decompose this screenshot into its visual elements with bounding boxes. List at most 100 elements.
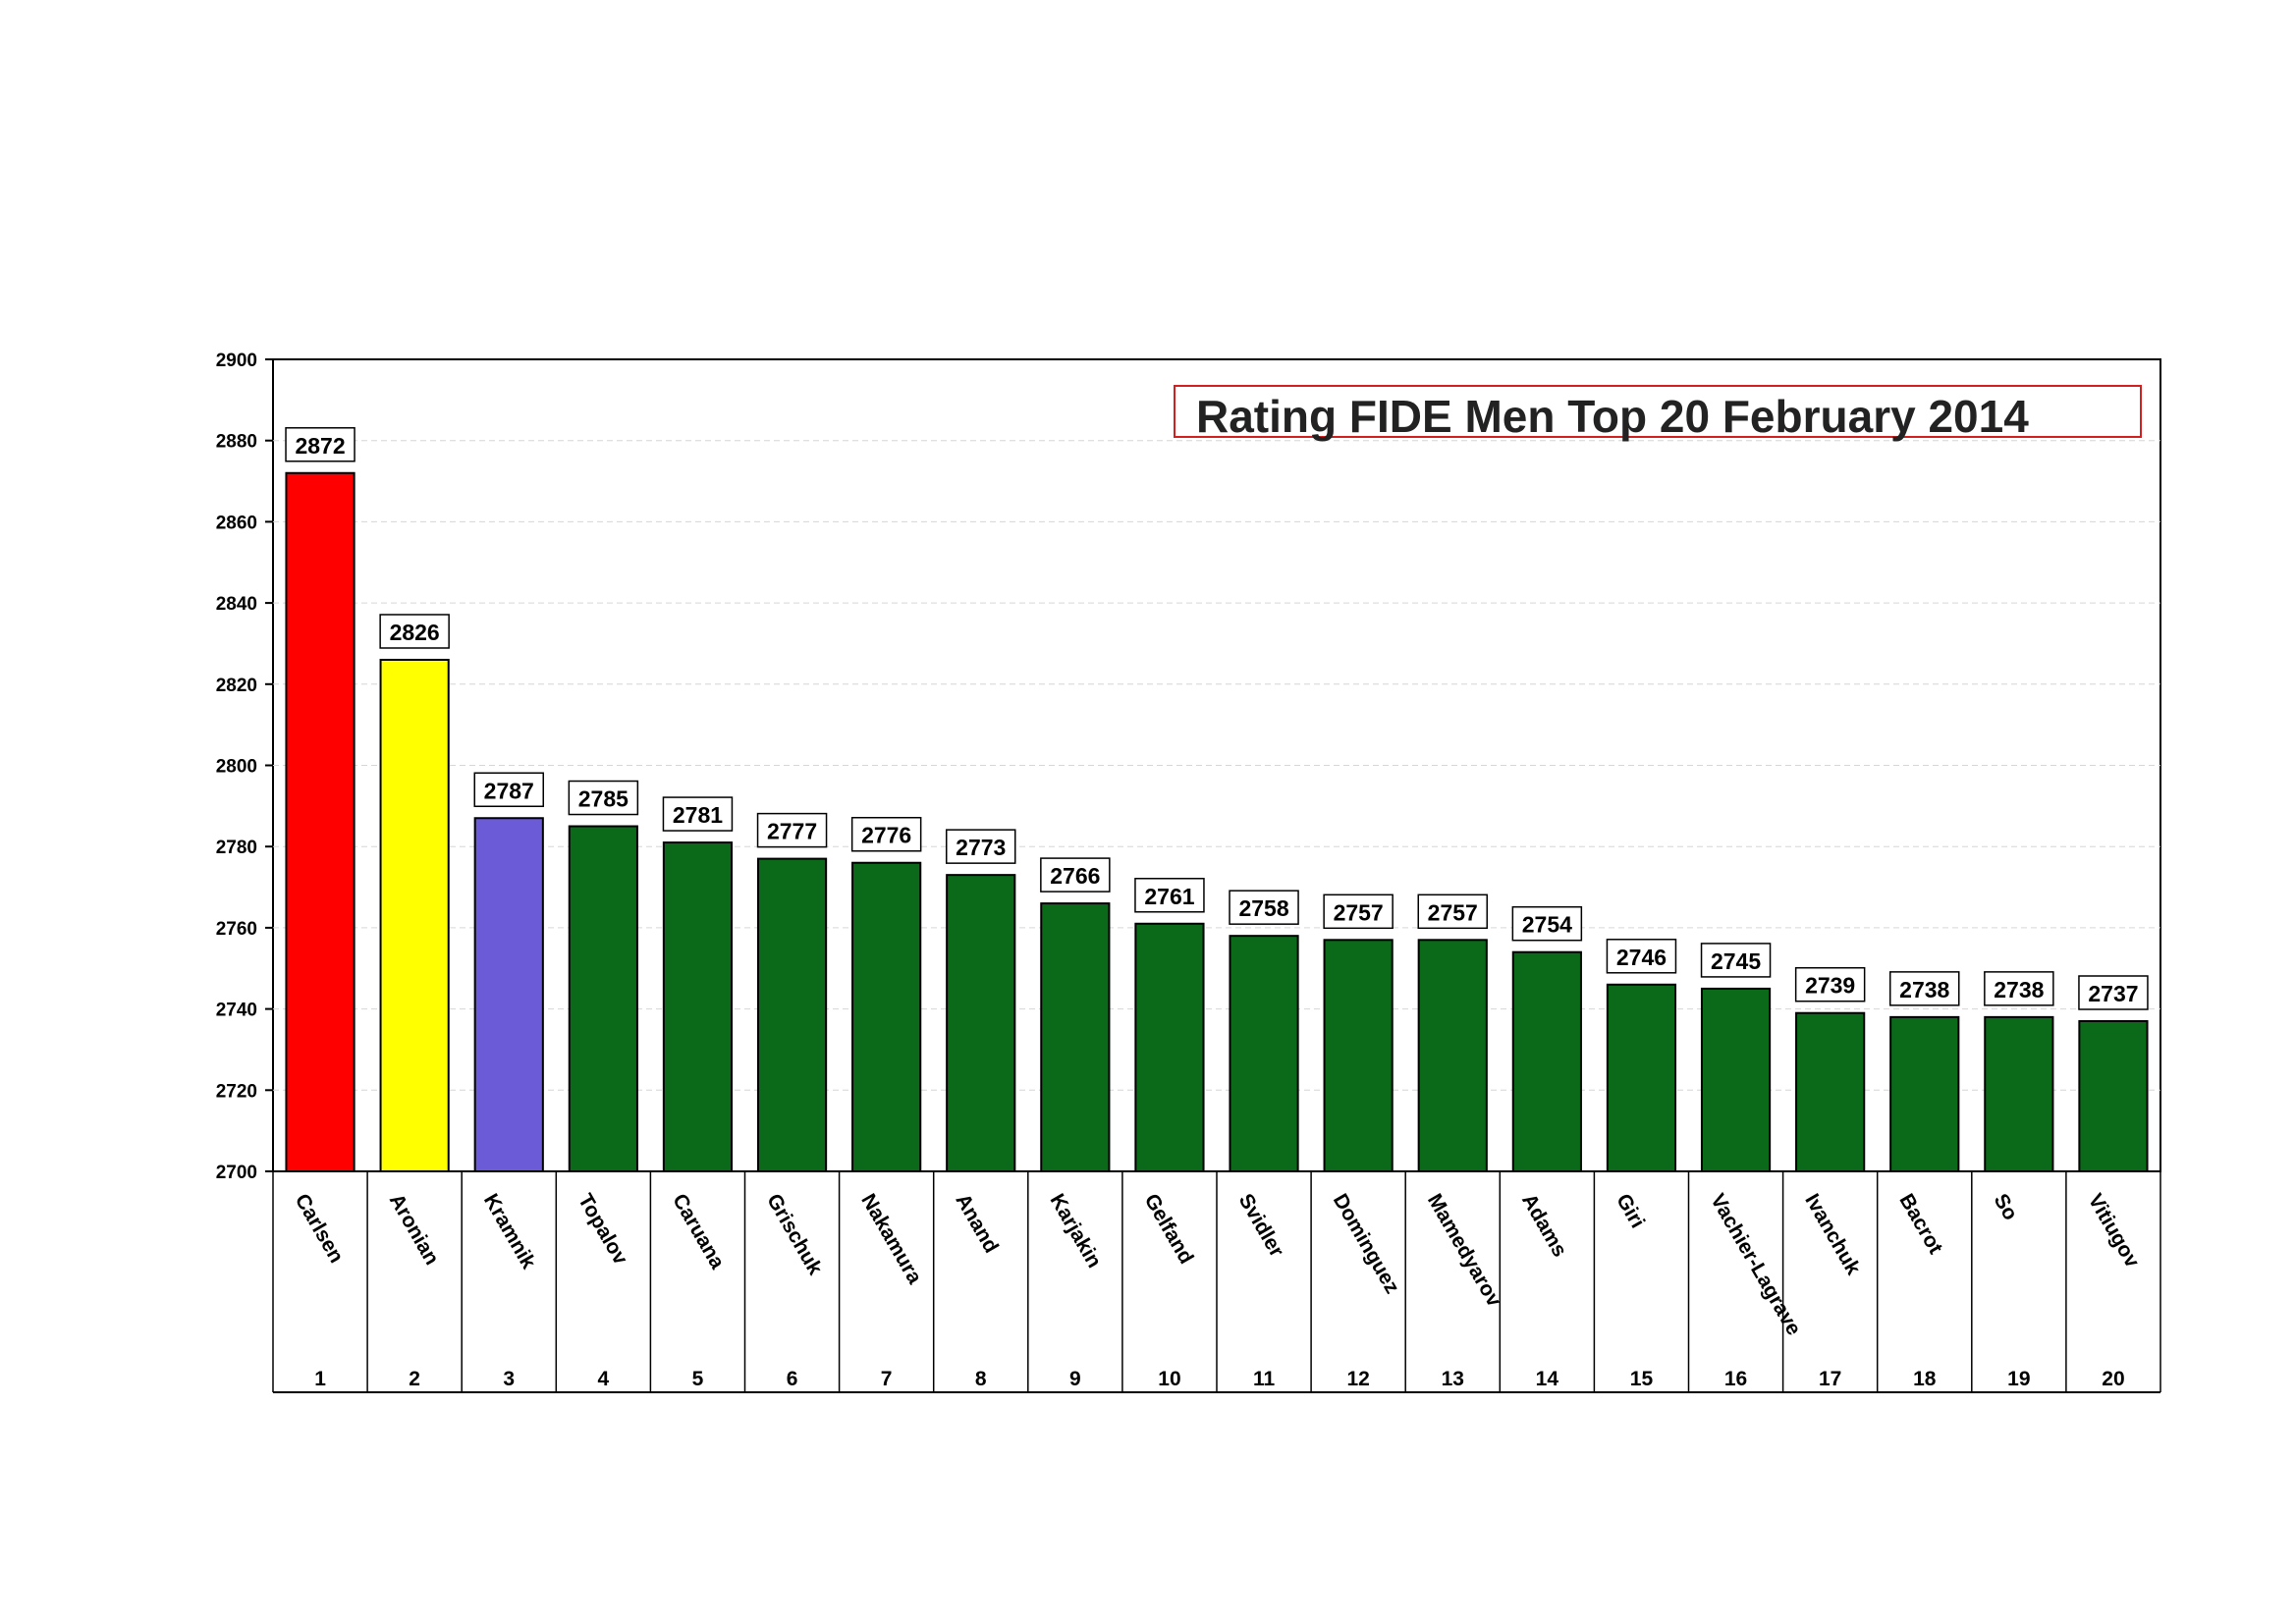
y-tick-label: 2820: [216, 676, 257, 696]
data-labels: 2872 2826 2787 2785 2781 2777 2776 2773 2766 2761…: [285, 427, 2149, 1010]
bar: [1417, 939, 1488, 1172]
data-label-box: 2738: [1889, 971, 1960, 1006]
data-label: 2826: [390, 620, 440, 645]
y-tick-label: 2840: [216, 594, 257, 615]
data-label: 2746: [1616, 945, 1667, 970]
bars: [285, 471, 2149, 1173]
x-category-label: So: [1990, 1190, 2022, 1224]
data-label-box: 2872: [285, 427, 355, 462]
bar: [1511, 950, 1582, 1173]
data-label: 2773: [956, 835, 1006, 860]
rank-label: 7: [881, 1368, 893, 1390]
y-axis: 2700 2720 2740 2760 2780 2800 2820 2840 2860 2880…: [216, 351, 273, 1183]
bar: [756, 857, 828, 1172]
data-label: 2757: [1428, 899, 1478, 925]
bar: [1040, 902, 1111, 1173]
rank-label: 6: [787, 1368, 798, 1390]
bar: [1229, 935, 1299, 1172]
rank-label: 5: [692, 1368, 704, 1390]
x-category-label: Carlsen: [291, 1190, 348, 1267]
bar: [1889, 1015, 1960, 1172]
x-category-label: Vachier-Lagrave: [1706, 1190, 1805, 1339]
rank-label: 3: [503, 1368, 515, 1390]
data-label-box: 2761: [1134, 878, 1205, 913]
rank-label: 11: [1253, 1368, 1276, 1390]
x-category-label: Nakamura: [856, 1190, 926, 1288]
bar: [1606, 983, 1677, 1172]
x-category-label: Aronian: [385, 1190, 444, 1269]
x-category-label: Anand: [951, 1190, 1003, 1257]
rank-label: 16: [1724, 1368, 1747, 1390]
x-category-label: Caruana: [668, 1190, 729, 1273]
rank-label: 2: [409, 1368, 420, 1390]
bar: [2078, 1020, 2149, 1172]
rank-label: 9: [1069, 1368, 1081, 1390]
data-label-box: 2757: [1323, 893, 1394, 930]
x-category-label: Vitiugov: [2084, 1190, 2144, 1272]
y-tick-label: 2880: [216, 432, 257, 453]
bar: [1795, 1011, 1866, 1172]
bar: [379, 658, 450, 1172]
rank-label: 17: [1819, 1368, 1841, 1390]
data-label: 2757: [1334, 899, 1384, 925]
bar: [285, 471, 355, 1172]
chart-title: Rating FIDE Men Top 20 February 2014: [1196, 391, 2029, 442]
bar: [1323, 939, 1394, 1172]
data-label: 2785: [578, 786, 629, 812]
bar: [662, 841, 734, 1172]
data-label-box: 2776: [850, 816, 922, 852]
data-label: 2745: [1711, 948, 1761, 974]
rank-label: 20: [2102, 1368, 2124, 1390]
data-label: 2739: [1805, 973, 1855, 999]
x-category-label: Giri: [1612, 1190, 1649, 1232]
data-label-box: 2739: [1794, 966, 1866, 1002]
x-category-label: Kramnik: [479, 1190, 540, 1273]
chart-title-box: Rating FIDE Men Top 20 February 2014: [1174, 385, 2142, 442]
x-category-label: Topalov: [574, 1190, 632, 1269]
data-label-box: 2745: [1700, 943, 1772, 978]
rank-label: 15: [1630, 1368, 1654, 1390]
y-tick-label: 2700: [216, 1163, 257, 1183]
rank-label: 14: [1536, 1368, 1559, 1390]
data-label-box: 2777: [756, 812, 828, 848]
data-label-box: 2757: [1417, 893, 1488, 930]
bar: [946, 874, 1016, 1173]
data-label: 2776: [861, 823, 911, 848]
rank-label: 10: [1158, 1368, 1180, 1390]
data-label: 2754: [1522, 912, 1572, 938]
bar: [568, 825, 638, 1173]
data-label-box: 2787: [473, 772, 544, 808]
data-label-box: 2737: [2078, 975, 2149, 1010]
bar: [1700, 987, 1772, 1172]
x-category-label: Karjakin: [1046, 1190, 1106, 1272]
x-category-label: Adams: [1517, 1190, 1571, 1261]
data-label-box: 2738: [1984, 971, 2054, 1006]
data-label-box: 2766: [1040, 857, 1111, 893]
bar: [851, 861, 922, 1172]
bar: [1984, 1015, 2054, 1172]
y-tick-label: 2720: [216, 1081, 257, 1102]
x-category-label: Dominguez: [1329, 1190, 1404, 1298]
data-label: 2781: [673, 802, 723, 828]
data-label: 2872: [295, 433, 345, 459]
data-label: 2777: [767, 819, 817, 844]
rank-label: 8: [975, 1368, 987, 1390]
x-category-label: Grischuk: [762, 1190, 827, 1279]
x-category-label: Bacrot: [1894, 1190, 1946, 1258]
data-label: 2758: [1238, 895, 1288, 921]
gridlines: [272, 358, 2161, 1172]
data-label-box: 2785: [568, 780, 639, 816]
rank-label: 4: [598, 1368, 610, 1390]
x-category-label: Svidler: [1234, 1190, 1288, 1261]
data-label-box: 2754: [1511, 905, 1583, 942]
data-label: 2738: [1899, 977, 1949, 1002]
rank-label: 13: [1442, 1368, 1464, 1390]
data-label: 2766: [1050, 863, 1100, 889]
data-label: 2737: [2088, 981, 2138, 1006]
y-tick-label: 2900: [216, 351, 257, 371]
data-label-box: 2746: [1606, 939, 1677, 974]
data-label: 2738: [1994, 977, 2044, 1002]
rank-label: 1: [314, 1368, 326, 1390]
rank-label: 19: [2007, 1368, 2030, 1390]
